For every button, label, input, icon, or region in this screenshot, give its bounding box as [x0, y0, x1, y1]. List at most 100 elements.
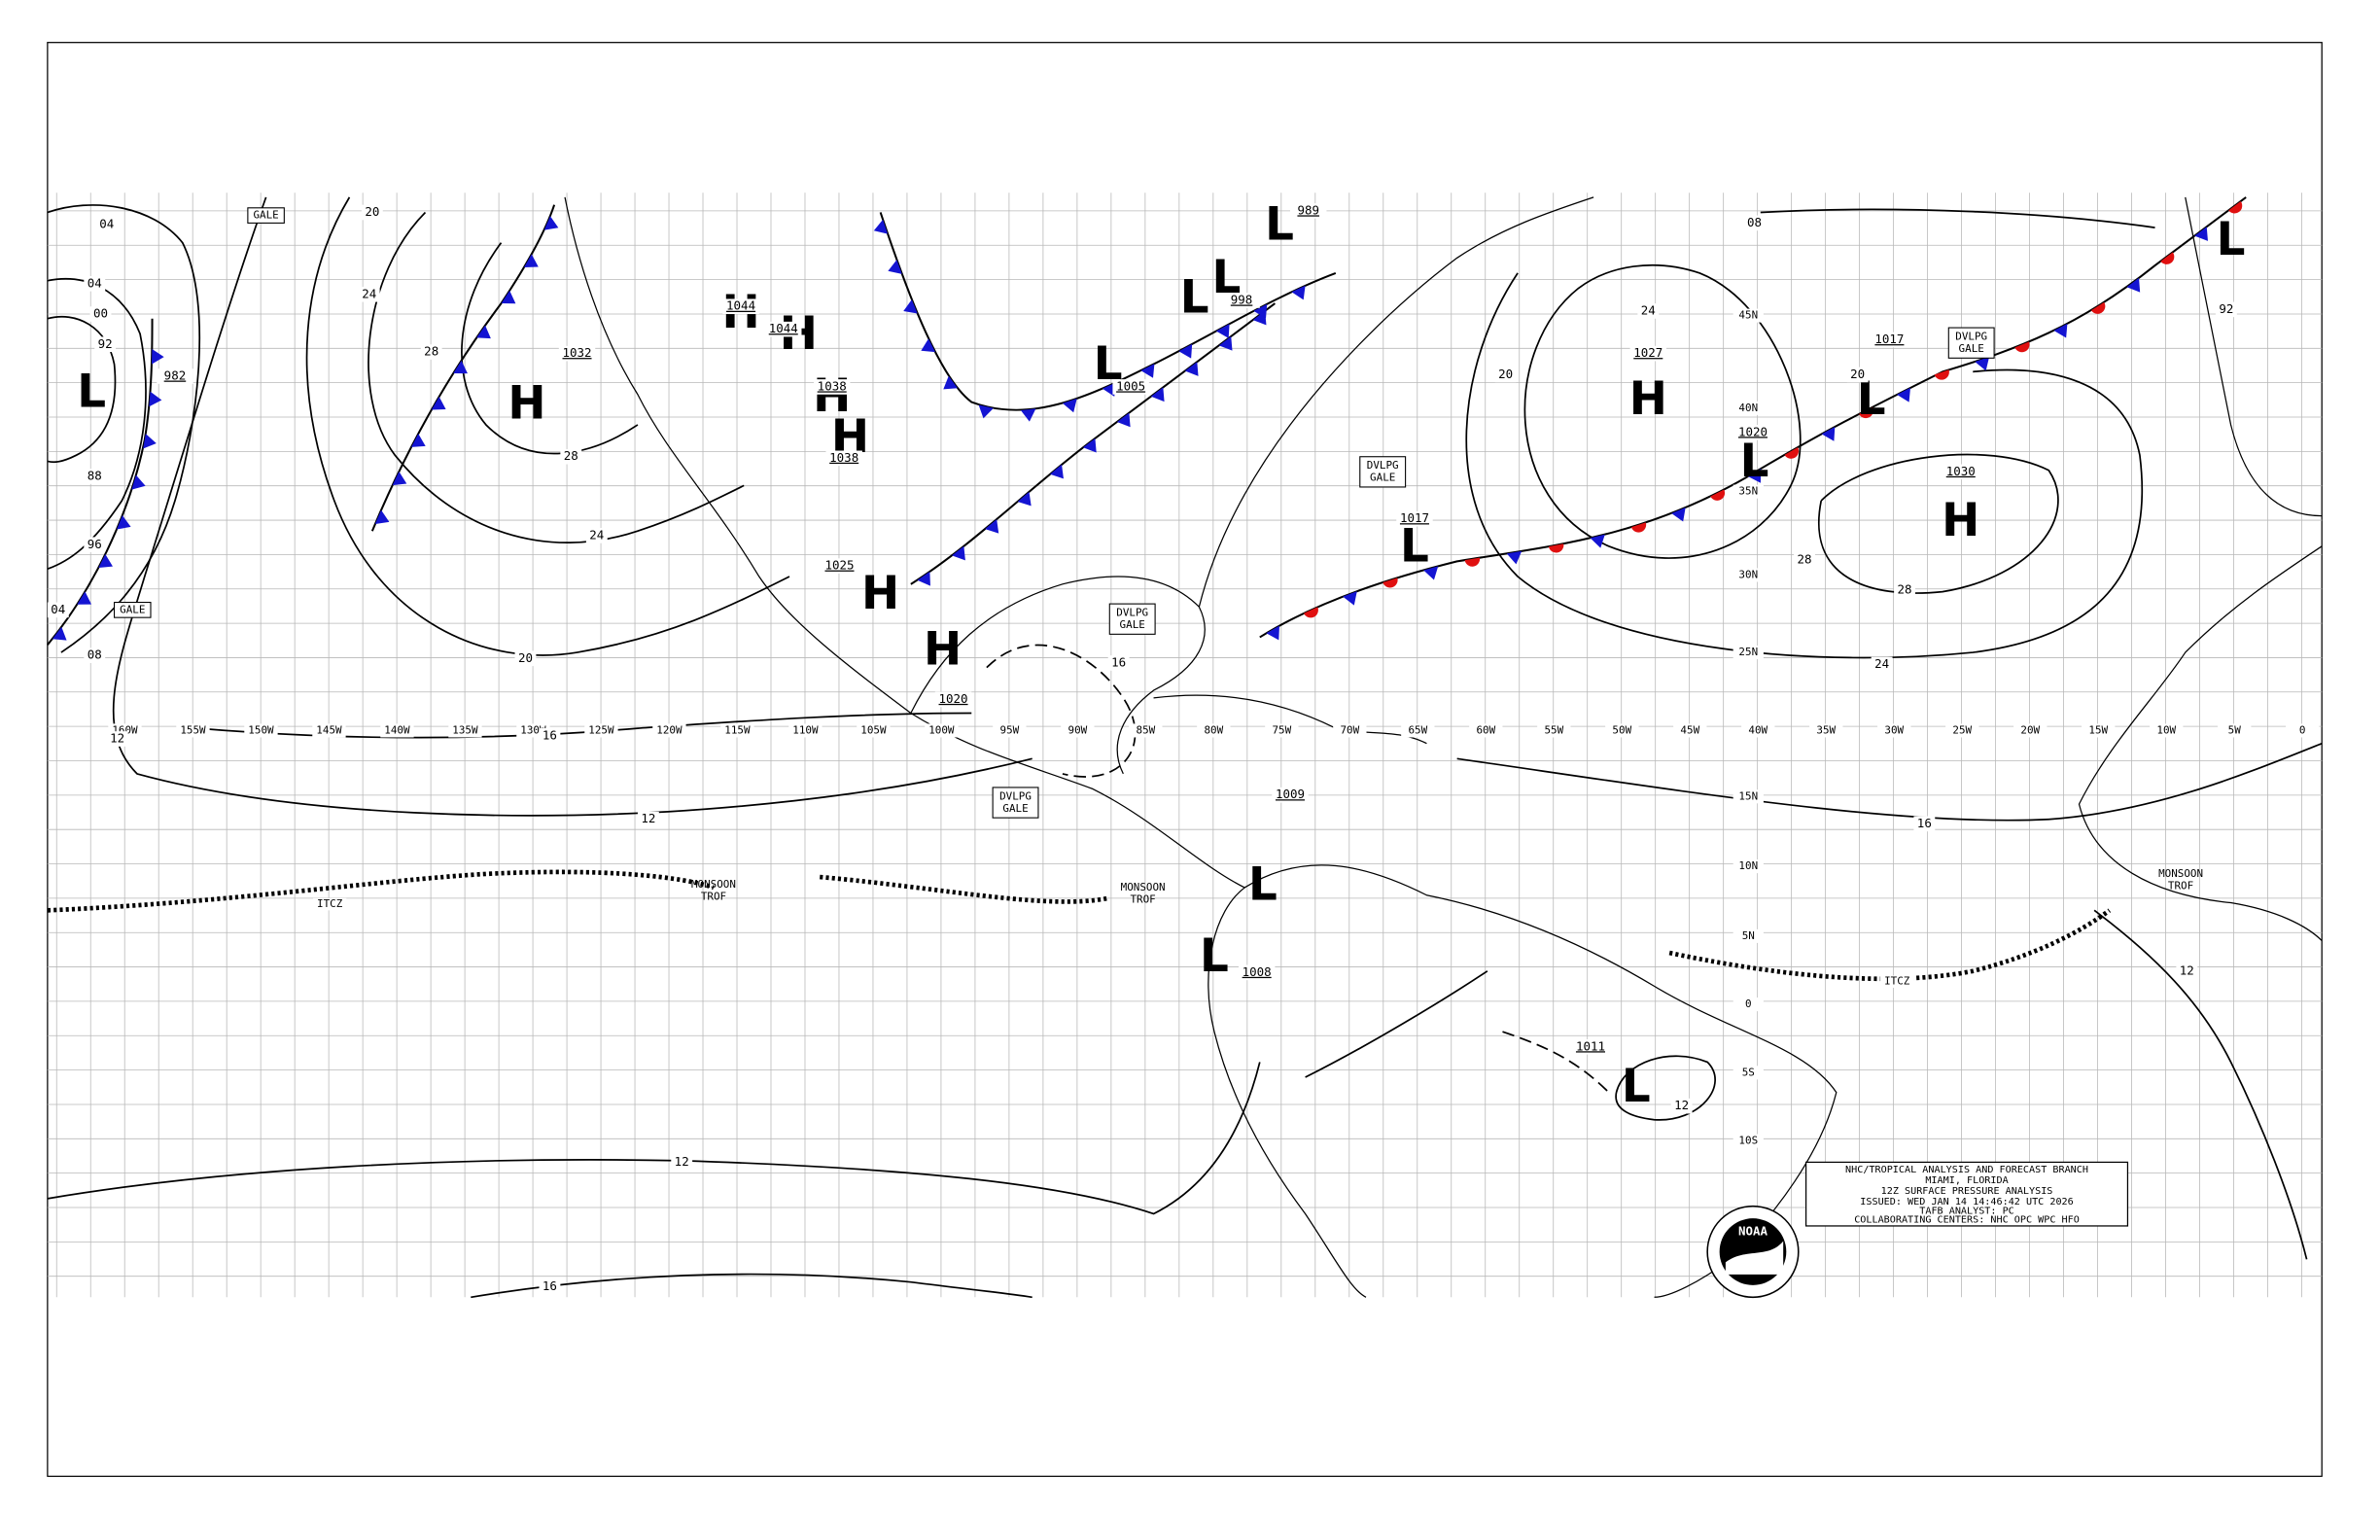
central-pressure: 998 — [1231, 292, 1253, 306]
label-box — [1673, 723, 1707, 738]
triangle — [131, 474, 146, 490]
label-box — [813, 379, 851, 395]
longitude-label: 35W — [1816, 723, 1836, 736]
cold-front-symbol — [411, 434, 426, 447]
central-pressure: 989 — [1297, 202, 1319, 217]
label-box — [2150, 723, 2184, 738]
isobar-label: 24 — [362, 286, 376, 300]
label-box — [1732, 1134, 1764, 1148]
isobar-label: 08 — [1747, 215, 1762, 229]
cold-front — [47, 318, 154, 646]
itcz-line — [47, 869, 2112, 982]
triangle — [1423, 566, 1439, 580]
cold-front-symbol — [873, 219, 889, 234]
label-box — [514, 650, 537, 667]
triangle — [392, 472, 407, 486]
label-box — [934, 691, 972, 708]
isobar-label: 04 — [51, 602, 65, 616]
cold-front-symbol — [1082, 438, 1097, 453]
label-box — [1670, 1098, 1693, 1114]
longitude-label: 55W — [1544, 723, 1563, 736]
title-line: COLLABORATING CENTERS: NHC OPC WPC HFO — [1854, 1215, 2080, 1226]
central-pressure: 982 — [164, 368, 187, 383]
logo-text: NOAA — [1738, 1224, 1768, 1239]
label-box — [1794, 552, 1815, 568]
latitude-label: 30N — [1738, 568, 1758, 580]
triangle — [77, 591, 92, 605]
developing-gale-label: DVLPG — [999, 789, 1032, 802]
label-box — [1871, 332, 1908, 348]
cold-front-symbol — [524, 254, 539, 268]
developing-gale-label: DVLPG — [1116, 606, 1148, 618]
title-box — [1804, 1161, 2129, 1227]
isobar — [1502, 1031, 1610, 1094]
isobar-label: 12 — [1674, 1098, 1689, 1112]
cold-front-symbol — [888, 260, 902, 274]
central-pressure: 1020 — [939, 691, 968, 706]
fronts — [47, 196, 2247, 646]
label-box — [1732, 928, 1764, 943]
triangle — [1821, 426, 1836, 441]
triangle — [117, 515, 131, 530]
latitude-label: 10S — [1738, 1135, 1758, 1147]
latitude-label: 5N — [1742, 929, 1755, 942]
warm-front-symbol — [2228, 200, 2243, 214]
developing-gale-label: DVLPG — [1367, 459, 1399, 472]
label-box — [176, 723, 210, 738]
latitude-label: 5S — [1742, 1066, 1755, 1078]
pressure-center: H — [508, 378, 545, 431]
label-box — [1732, 401, 1764, 415]
triangle — [873, 219, 889, 234]
labels: 160W 155W 150W 145W 140W 135W 130W 125W 120W 115W… — [47, 199, 2320, 1295]
coastline — [564, 196, 1367, 1298]
triangle — [1184, 362, 1199, 376]
warm-front-symbol — [1934, 369, 1949, 380]
cold-front-symbol — [1218, 335, 1233, 351]
label-box — [2013, 723, 2048, 738]
label-box — [2176, 962, 2198, 979]
longitude-label: 110W — [792, 723, 819, 736]
label-box — [448, 723, 482, 738]
triangle — [1062, 398, 1077, 413]
label-box — [2082, 723, 2116, 738]
longitude-label: 70W — [1340, 723, 1359, 736]
label-box — [1401, 723, 1435, 738]
isobar-label: 24 — [1641, 302, 1656, 317]
label-box — [1637, 303, 1660, 319]
label-box — [1846, 367, 1869, 383]
triangle — [888, 260, 902, 274]
triangle — [453, 360, 468, 374]
triangle — [98, 554, 113, 568]
latitude-label: 45N — [1738, 309, 1758, 322]
cold-front-symbol — [1184, 362, 1199, 376]
cold-front-symbol — [1020, 408, 1036, 422]
pressure-center: H — [924, 624, 962, 677]
triangle — [1590, 534, 1605, 548]
isobar — [1760, 208, 2155, 228]
cold-front-symbol — [1506, 550, 1522, 565]
label-box — [539, 728, 561, 744]
cold-front-symbol — [2053, 323, 2068, 338]
triangle — [978, 404, 994, 419]
longitude-label: 85W — [1137, 723, 1156, 736]
triangle — [1218, 335, 1233, 351]
cold-front-symbol — [117, 515, 131, 530]
label-box — [1942, 464, 1979, 480]
isobar — [305, 196, 790, 656]
warm-front-symbol — [1382, 578, 1398, 588]
semicircle — [1548, 543, 1564, 553]
label-box — [113, 602, 152, 618]
trough-label: MONSOON — [2158, 867, 2203, 880]
label-box — [821, 558, 858, 574]
triangle — [1017, 491, 1032, 507]
label-box — [1629, 345, 1667, 362]
cold-front-symbol — [1747, 469, 1762, 483]
central-pressure: 1038 — [818, 378, 847, 393]
longitude-label: 0 — [2299, 723, 2306, 736]
triangle — [149, 391, 162, 407]
pressure-center: L — [77, 366, 106, 418]
cold-front-symbol — [1590, 534, 1605, 548]
label-box — [1223, 293, 1260, 308]
label-box — [84, 537, 106, 553]
isobar-label: 92 — [2219, 301, 2233, 316]
